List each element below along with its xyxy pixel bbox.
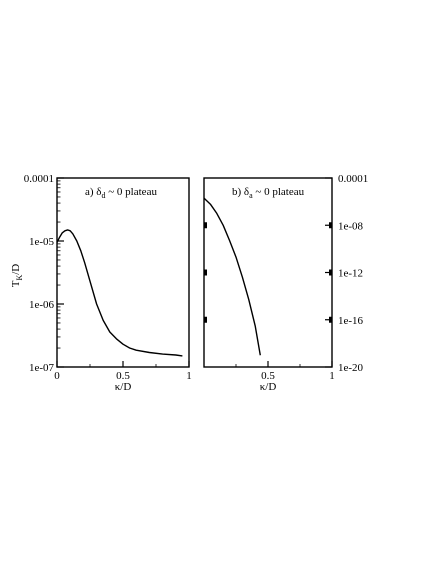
panel-b-xlabel: κ/D [260, 381, 277, 393]
panel-b-annotation-label: b) δ [232, 186, 249, 198]
panel-b-annotation: b) δa ~ 0 plateau [232, 186, 305, 200]
panel-b-frame [203, 177, 333, 368]
panel-b-ytick-label: 1e-12 [338, 268, 363, 280]
panel-a-ylabel-main: T [10, 280, 22, 287]
panel-b-right-marker [329, 222, 332, 229]
panel-a-ytick-label: 1e-07 [29, 362, 55, 374]
panel-a-series-line [56, 229, 183, 357]
panel-b-ytick-label: 0.0001 [338, 173, 368, 185]
panel-b-annotation-sub: a [249, 191, 253, 200]
panel-b-left-marker [204, 269, 207, 276]
panel-b-series-line [203, 197, 261, 356]
panel-a-xtick-label: 1 [186, 370, 192, 382]
panel-b-xtick-label: 1 [329, 370, 335, 382]
panel-b-ytick-label: 1e-20 [338, 362, 364, 374]
panel-a-ylabel: TK/D [10, 264, 24, 288]
panel-b-right-marker [329, 316, 332, 323]
panel-a-ytick-label: 1e-06 [29, 299, 55, 311]
panel-b-right-marker [329, 269, 332, 276]
panel-b-left-marker [204, 222, 207, 229]
panel-b: 1e-20 1e-16 1e-12 1e-08 0.0001 0.5 1 κ/D b) δa ~… [203, 173, 368, 393]
panel-a-annotation-sub: d [101, 191, 105, 200]
panel-b-xtick-label: 0.5 [261, 370, 275, 382]
panel-b-left-marker [204, 316, 207, 323]
panel-a-annotation-rest: ~ 0 plateau [105, 186, 157, 198]
panel-a-annotation-label: a) δ [85, 186, 101, 198]
panel-a-ylabel-sub: K [15, 275, 24, 281]
panel-b-ytick-label: 1e-16 [338, 315, 364, 327]
panel-a-xtick-label: 0.5 [116, 370, 130, 382]
panel-a-annotation: a) δd ~ 0 plateau [85, 186, 157, 200]
panel-a-frame [56, 177, 190, 368]
panel-a-xlabel: κ/D [115, 381, 132, 393]
panel-b-ytick-label: 1e-08 [338, 220, 364, 232]
panel-a-xtick-label: 0 [54, 370, 60, 382]
panel-a-ytick-label: 0.0001 [24, 173, 54, 185]
panel-a-ytick-label: 1e-05 [29, 236, 55, 248]
panel-a: 1e-07 1e-06 1e-05 0.0001 0 0.5 1 κ/D TK/D a) δd ~… [10, 173, 192, 393]
panel-a-ylabel-rest: /D [10, 264, 22, 275]
panel-b-annotation-rest: ~ 0 plateau [253, 186, 305, 198]
